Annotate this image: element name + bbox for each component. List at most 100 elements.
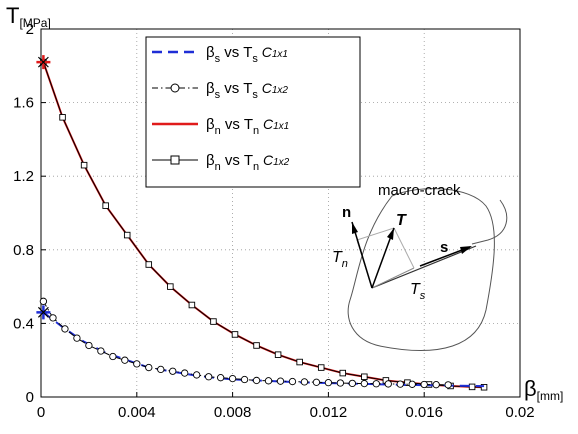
data-point-circle [300,378,309,386]
legend-marker-square [170,155,180,165]
label-Tn: Tn [332,249,348,270]
crack-line [371,245,477,289]
data-point-circle [97,347,105,355]
crack-inset: macro-crack n T s Tn Ts [332,182,508,351]
data-point-circle [420,380,428,389]
series-line-s4 [42,61,485,388]
data-point-square [167,283,174,290]
data-point-circle [181,369,189,377]
data-point-square [480,383,488,391]
data-point-square [361,373,368,381]
x-axis-title: β[mm] [524,376,563,403]
data-point-circle [432,381,440,389]
data-point-circle [145,363,153,372]
data-point-square [80,161,88,169]
data-point-circle [372,380,380,388]
legend: βs vs Ts C1x1 βs vs Ts C1x2 βn vs Tn C1x1 β… [145,36,361,188]
data-point-circle [276,377,285,385]
legend-label-s3: βn vs Tn C1x1 [206,116,289,137]
plot-frame [40,28,521,398]
data-point-circle [193,371,201,379]
y-axis-title: T[MPa] [6,3,51,30]
data-point-circle [348,379,356,388]
data-point-square [231,331,239,338]
legend-label-s4: βn vs Tn C1x2 [206,152,290,173]
data-point-circle [157,365,165,374]
x-axis-ticks: 0 0.004 0.008 0.012 0.016 0.02 [37,392,535,421]
y-tick-label: 2 [26,21,34,38]
data-point-circle [85,341,93,350]
data-point-square [274,351,282,358]
data-point-circle [264,377,273,385]
grid-lines [41,29,520,397]
data-point-circle [228,374,237,383]
data-point-circle [324,378,333,387]
data-point-circle [216,374,225,382]
start-marker-x2 [37,306,49,318]
x-tick-label: 0.004 [118,404,156,421]
projection-line-1 [356,227,395,241]
y-tick-label: 1.2 [13,168,34,185]
data-point-circle [360,379,368,388]
y-tick-label: 1.6 [13,95,34,112]
legend-label-s1: βs vs Ts C1x1 [206,44,288,65]
label-Ts: Ts [410,281,426,302]
crack-body-outline [347,188,495,351]
x-tick-label: 0.008 [214,404,252,421]
y-tick-label: 0 [26,389,34,406]
data-point-circle [73,334,81,342]
x-tick-label: 0.012 [310,404,348,421]
data-point-square [339,369,347,377]
data-point-square [468,383,476,391]
y-tick-label: 0.4 [13,315,34,332]
data-point-circle [109,352,117,361]
legend-marker-circle [170,83,180,93]
data-point-square [123,231,131,239]
legend-label-s2: βs vs Ts C1x2 [206,80,288,101]
data-point-circle [312,378,321,386]
data-point-circle [336,379,345,387]
data-point-circle [288,377,297,386]
x-tick-label: 0 [37,404,45,421]
data-point-square [188,301,196,309]
data-point-square [296,358,303,366]
data-point-circle [121,356,129,364]
data-point-square [102,202,109,209]
crack-leader-line [471,199,508,245]
data-point-circle [444,381,452,389]
data-point-circle [252,376,261,385]
x-tick-label: 0.02 [505,404,534,421]
data-point-circle [49,314,57,322]
data-point-square [210,318,217,325]
data-point-circle [204,373,213,381]
label-n: n [342,204,351,221]
data-point-circle [240,375,249,384]
legend-box [145,36,361,188]
data-point-circle [39,297,48,305]
data-point-square [145,261,153,268]
data-point-circle [396,380,404,388]
normal-n-arrowhead [352,222,358,234]
series-line-s2 [42,301,449,386]
start-markers [36,55,51,320]
label-T: T [396,212,407,229]
component-Ts-line [371,267,415,289]
y-tick-label: 0.8 [13,242,34,259]
data-point-circle [169,367,177,375]
data-point-circle [133,360,141,368]
series-layer [39,58,488,391]
vector-T-arrowhead [387,228,394,240]
data-point-square [59,114,66,121]
data-point-circle [408,380,416,388]
x-tick-label: 0.016 [405,404,443,421]
tangent-s-arrowhead [460,246,472,254]
normal-n-arrow [351,221,373,289]
start-marker-x2 [37,56,49,68]
label-s: s [440,239,448,256]
data-point-square [317,364,325,371]
projection-line-2 [393,227,415,269]
y-axis-ticks: 0 0.4 0.8 1.2 1.6 2 [13,21,46,406]
data-point-circle [384,380,392,388]
data-point-square [253,342,260,349]
